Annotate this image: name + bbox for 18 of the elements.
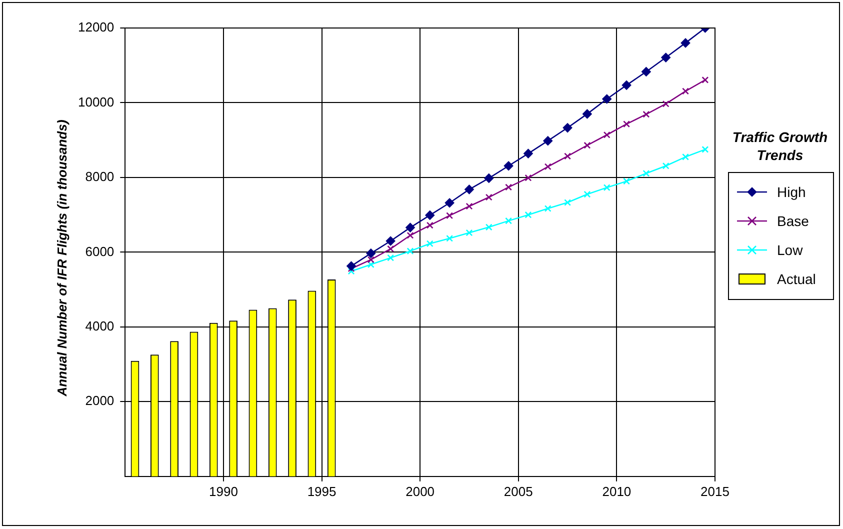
- x-tick-label: 2005: [504, 484, 533, 499]
- y-tick-label: 6000: [85, 244, 114, 259]
- legend-label: Low: [777, 242, 803, 258]
- y-tick-label: 10000: [78, 94, 114, 110]
- y-axis-title: Annual Number of IFR Flights (in thousands): [54, 120, 70, 396]
- y-tick-label: 12000: [78, 20, 114, 35]
- legend-title: Traffic Growth Trends: [731, 128, 829, 164]
- x-tick-label: 2010: [602, 484, 632, 499]
- y-tick-label: 2000: [85, 393, 114, 408]
- x-tick-label: 1995: [307, 484, 336, 499]
- x-tick-label: 2000: [406, 484, 435, 499]
- y-tick-label: 4000: [85, 318, 114, 334]
- x-tick-label: 1990: [208, 484, 238, 499]
- x-tick-label: 2015: [700, 484, 730, 499]
- y-tick-label: 8000: [85, 169, 114, 184]
- legend-label: Actual: [777, 270, 816, 286]
- legend-label: High: [777, 184, 806, 200]
- legend-label: Base: [777, 212, 809, 228]
